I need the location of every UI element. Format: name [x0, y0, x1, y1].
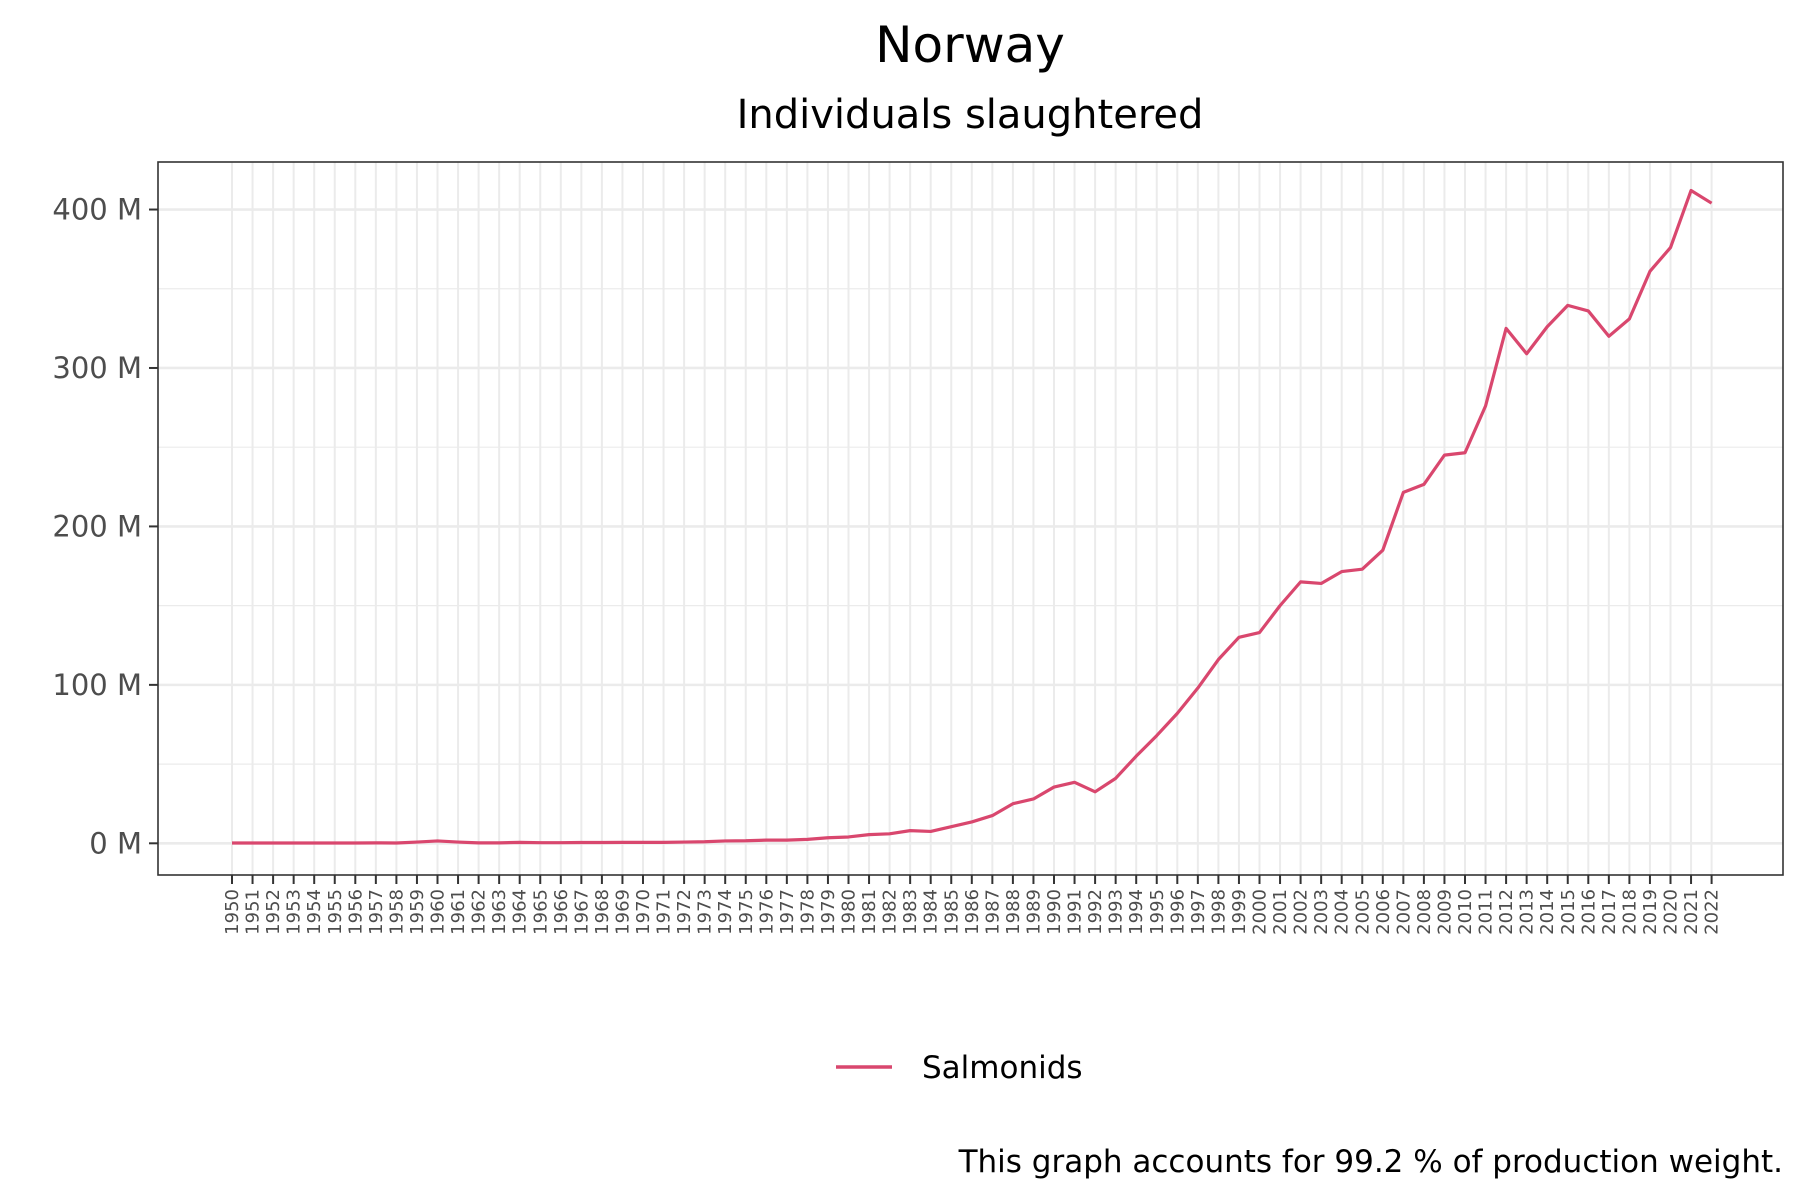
x-tick-label: 1968: [592, 889, 613, 935]
x-tick-label: 1958: [386, 889, 407, 935]
x-tick-label: 1961: [448, 889, 469, 935]
x-tick-label: 1955: [325, 889, 346, 935]
x-tick-label: 1985: [941, 889, 962, 935]
x-tick-label: 1954: [304, 889, 325, 935]
y-tick-label: 300 M: [52, 351, 142, 385]
x-tick-label: 2007: [1393, 889, 1414, 935]
x-tick-label: 2016: [1578, 889, 1599, 935]
x-tick-label: 1987: [982, 889, 1003, 935]
x-axis: 1950 1951 1952 1953 1954 1955 1956 1957 1958 1959…: [222, 875, 1723, 935]
x-tick-label: 2011: [1476, 889, 1497, 935]
grid: [158, 162, 1783, 875]
x-tick-label: 1962: [469, 889, 490, 935]
series-layer: [232, 188, 1713, 845]
x-tick-label: 1972: [674, 889, 695, 935]
x-tick-label: 1992: [1085, 889, 1106, 935]
x-tick-label: 1950: [222, 889, 243, 935]
x-tick-label: 1997: [1188, 889, 1209, 935]
x-tick-label: 2020: [1661, 889, 1682, 935]
x-tick-label: 2010: [1455, 889, 1476, 935]
x-tick-label: 2001: [1270, 889, 1291, 935]
x-tick-label: 1981: [859, 889, 880, 935]
x-tick-label: 1952: [263, 889, 284, 935]
x-tick-label: 1993: [1106, 889, 1127, 935]
x-tick-label: 1988: [1003, 889, 1024, 935]
x-tick-label: 1980: [839, 889, 860, 935]
x-tick-label: 2008: [1414, 889, 1435, 935]
x-tick-label: 1975: [736, 889, 757, 935]
chart-title: Norway: [875, 16, 1065, 74]
x-tick-label: 2005: [1352, 889, 1373, 935]
x-tick-label: 1995: [1147, 889, 1168, 935]
x-tick-label: 1998: [1208, 889, 1229, 935]
x-tick-label: 1996: [1167, 889, 1188, 935]
x-tick-label: 1951: [243, 889, 264, 935]
x-tick-label: 1970: [633, 889, 654, 935]
x-tick-label: 1963: [489, 889, 510, 935]
x-tick-label: 2013: [1517, 889, 1538, 935]
y-axis: 0 M 100 M 200 M 300 M 400 M: [52, 193, 158, 860]
x-tick-label: 1959: [407, 889, 428, 935]
x-tick-label: 1999: [1229, 889, 1250, 935]
x-tick-label: 2021: [1681, 889, 1702, 935]
legend-label-salmonids: Salmonids: [922, 1050, 1083, 1086]
x-tick-label: 1974: [715, 889, 736, 935]
x-tick-label: 2018: [1619, 889, 1640, 935]
x-tick-label: 2014: [1537, 889, 1558, 935]
series-line-salmonids: [232, 188, 1713, 845]
x-tick-label: 1969: [612, 889, 633, 935]
x-tick-label: 2004: [1332, 889, 1353, 935]
x-tick-label: 1967: [571, 889, 592, 935]
x-tick-label: 2022: [1702, 889, 1723, 935]
x-tick-label: 2012: [1496, 889, 1517, 935]
y-tick-label: 100 M: [52, 668, 142, 702]
x-tick-label: 1986: [962, 889, 983, 935]
y-tick-label: 200 M: [52, 509, 142, 543]
x-tick-label: 1991: [1065, 889, 1086, 935]
chart-subtitle: Individuals slaughtered: [737, 92, 1204, 138]
x-tick-label: 1989: [1023, 889, 1044, 935]
x-tick-label: 2015: [1558, 889, 1579, 935]
x-tick-label: 1971: [654, 889, 675, 935]
x-tick-label: 2017: [1599, 889, 1620, 935]
x-tick-label: 2002: [1291, 889, 1312, 935]
x-tick-label: 1964: [510, 889, 531, 935]
x-tick-label: 1990: [1044, 889, 1065, 935]
x-tick-label: 2019: [1640, 889, 1661, 935]
x-tick-label: 1965: [530, 889, 551, 935]
x-tick-label: 1982: [880, 889, 901, 935]
x-tick-label: 2000: [1250, 889, 1271, 935]
y-tick-label: 0 M: [89, 826, 142, 860]
x-tick-label: 1984: [921, 889, 942, 935]
x-tick-label: 1956: [345, 889, 366, 935]
x-tick-label: 1960: [428, 889, 449, 935]
chart-caption: This graph accounts for 99.2 % of produc…: [958, 1144, 1783, 1180]
plot-panel-border: [157, 161, 1784, 876]
x-tick-label: 1983: [900, 889, 921, 935]
x-tick-label: 1953: [284, 889, 305, 935]
y-tick-label: 400 M: [52, 193, 142, 227]
x-tick-label: 1973: [695, 889, 716, 935]
x-tick-label: 2006: [1373, 889, 1394, 935]
x-tick-label: 1977: [777, 889, 798, 935]
x-tick-label: 1957: [366, 889, 387, 935]
legend: Salmonids: [836, 1050, 1083, 1086]
x-tick-label: 2009: [1434, 889, 1455, 935]
x-tick-label: 1978: [797, 889, 818, 935]
x-tick-label: 2003: [1311, 889, 1332, 935]
x-tick-label: 1966: [551, 889, 572, 935]
x-tick-label: 1994: [1126, 889, 1147, 935]
x-tick-label: 1979: [818, 889, 839, 935]
x-tick-label: 1976: [756, 889, 777, 935]
